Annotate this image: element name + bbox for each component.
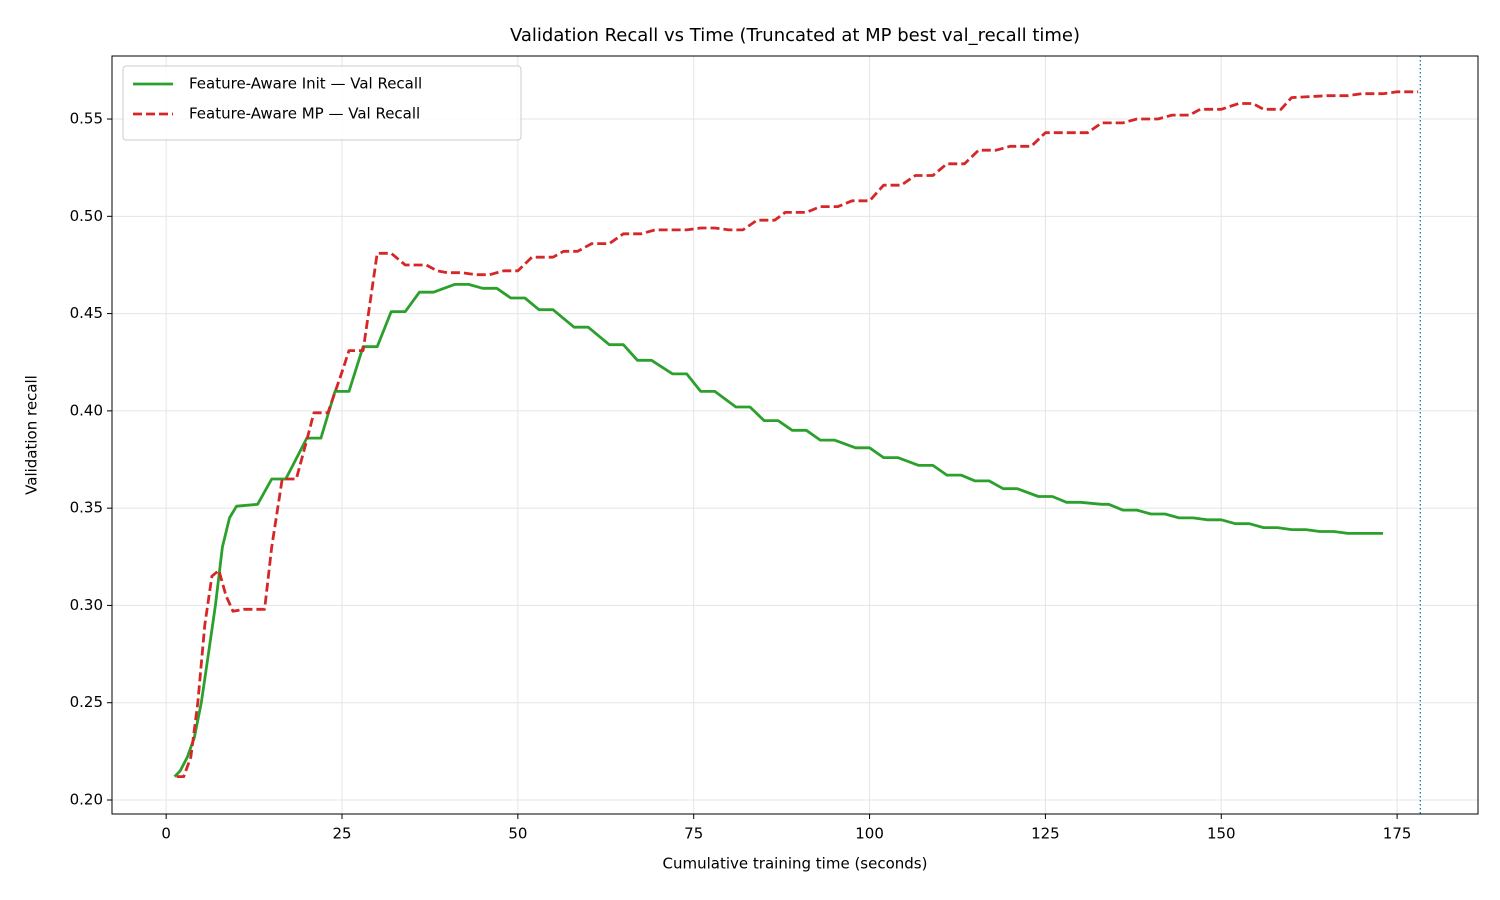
legend-label: Feature-Aware Init — Val Recall [189,75,422,93]
x-tick-label: 100 [855,825,884,843]
chart-title: Validation Recall vs Time (Truncated at … [510,25,1080,46]
legend-label: Feature-Aware MP — Val Recall [189,105,420,123]
x-tick-label: 75 [684,825,703,843]
line-series [176,90,1419,778]
y-tick-label: 0.40 [70,401,103,419]
y-tick-label: 0.25 [70,693,103,711]
plot-frame [111,55,1479,815]
y-tick-label: 0.50 [70,207,103,225]
y-tick-label: 0.20 [70,790,103,808]
line-series [173,283,1383,778]
legend-box [122,65,522,141]
y-tick-label: 0.30 [70,596,103,614]
x-tick-label: 50 [508,825,527,843]
y-tick-label: 0.35 [70,499,103,517]
x-tick-label: 125 [1031,825,1060,843]
x-tick-label: 0 [161,825,171,843]
x-axis-label: Cumulative training time (seconds) [663,855,928,873]
x-tick-label: 25 [332,825,351,843]
y-axis-label: Validation recall [23,375,41,495]
x-tick-label: 150 [1207,825,1236,843]
y-tick-label: 0.45 [70,304,103,322]
x-tick-label: 175 [1383,825,1412,843]
y-tick-label: 0.55 [70,110,103,128]
